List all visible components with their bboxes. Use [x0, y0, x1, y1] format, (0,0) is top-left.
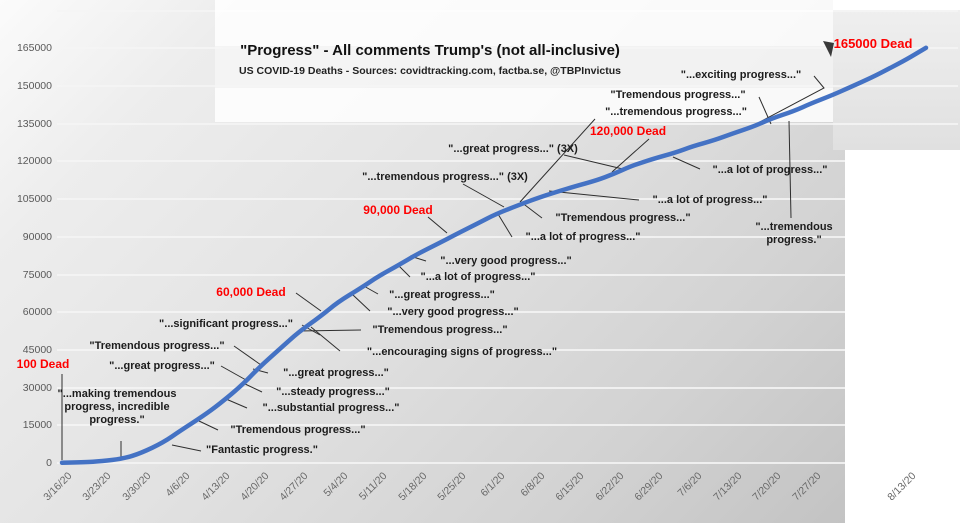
white-margin-top — [833, 0, 960, 10]
gridline — [57, 311, 845, 314]
annotation-quote: "...making tremendous progress, incredib… — [57, 388, 177, 426]
annotation-quote: "...encouraging signs of progress..." — [366, 346, 558, 358]
annotation-leader-line — [497, 213, 513, 238]
annotation-leader-line — [548, 190, 640, 201]
gridline — [57, 160, 845, 163]
annotation-milestone: 90,000 Dead — [363, 203, 433, 217]
y-tick-label: 90000 — [22, 230, 52, 243]
annotation-leader-line — [220, 365, 247, 381]
annotation-leader-line — [563, 154, 628, 171]
y-tick-label: 150000 — [16, 80, 52, 92]
chart-subtitle: US COVID-19 Deaths - Sources: covidtrack… — [239, 65, 621, 77]
annotation-quote: "...significant progress..." — [159, 318, 293, 330]
annotation-leader-line — [225, 398, 248, 409]
y-tick-label: 30000 — [22, 381, 52, 394]
annotation-leader-line — [672, 156, 701, 170]
annotation-quote: "...a lot of progress..." — [420, 271, 536, 283]
white-margin-right — [845, 150, 960, 523]
annotation-quote: "...great progress..." — [109, 360, 215, 372]
annotation-quote: "Fantastic progress." — [206, 444, 318, 456]
y-tick-label: 165000 — [16, 42, 52, 55]
annotation-leader-line — [233, 345, 262, 366]
annotation-leader-line — [298, 329, 362, 332]
annotation-quote: "...a lot of progress..." — [525, 231, 641, 243]
annotation-quote: "...steady progress..." — [276, 386, 390, 398]
annotation-quote: "...a lot of progress..." — [652, 194, 768, 206]
gridline — [57, 348, 845, 351]
chart-title: "Progress" - All comments Trump's (not a… — [240, 42, 620, 59]
annotation-leader-line — [352, 294, 371, 312]
annotation-leader-line — [198, 420, 219, 431]
annotation-leader-line — [462, 183, 505, 208]
annotation-quote: "Tremendous progress..." — [89, 340, 225, 352]
annotation-quote: "...tremendous progress..." — [605, 106, 747, 118]
annotation-quote: "...great progress..." (3X) — [448, 143, 578, 155]
annotation-quote: "Tremendous progress..." — [610, 89, 746, 101]
y-tick-label: 0 — [46, 457, 52, 469]
gridline — [57, 462, 845, 464]
annotation-leader-line — [738, 75, 825, 134]
y-tick-label: 105000 — [16, 193, 52, 206]
milestone-marker — [823, 41, 834, 57]
gridline — [57, 122, 958, 125]
annotation-quote: "...tremendous progress..." (3X) — [362, 171, 528, 183]
y-tick-label: 15000 — [22, 419, 52, 432]
annotation-milestone: 100 Dead — [16, 357, 70, 371]
y-tick-label: 135000 — [16, 117, 52, 130]
annotation-quote: "...exciting progress..." — [680, 69, 802, 81]
annotation-quote: "...very good progress..." — [440, 255, 572, 267]
annotation-quote: "Tremendous progress..." — [555, 212, 691, 224]
annotation-quote: "...a lot of progress..." — [712, 164, 828, 176]
y-tick-label: 75000 — [22, 268, 52, 281]
y-tick-label: 60000 — [22, 306, 52, 319]
annotation-leader-line — [242, 382, 263, 393]
annotation-milestone: 60,000 Dead — [216, 285, 286, 299]
annotation-leader-line — [611, 138, 650, 173]
gridline — [57, 273, 845, 276]
annotation-quote: "Tremendous progress..." — [230, 424, 366, 436]
y-tick-label: 45000 — [22, 343, 52, 356]
chart-background-top-right — [833, 10, 960, 150]
annotation-milestone: 120,000 Dead — [589, 124, 667, 138]
title-panel — [215, 0, 833, 122]
annotation-quote: "...tremendous progress." — [755, 221, 833, 246]
gridline — [57, 424, 845, 427]
annotation-quote: "...great progress..." — [389, 289, 495, 301]
annotation-leader-line — [519, 118, 596, 203]
annotation-leader-line — [788, 120, 792, 219]
annotation-leader-line — [295, 292, 322, 312]
deaths-line — [59, 45, 929, 465]
annotation-quote: "...great progress..." — [283, 367, 389, 379]
annotation-leader-line — [427, 216, 448, 234]
annotation-milestone: 165000 Dead — [833, 36, 913, 51]
annotation-quote: "...very good progress..." — [387, 306, 519, 318]
annotation-leader-line — [171, 444, 202, 452]
annotation-quote: "Tremendous progress..." — [372, 324, 508, 336]
gridline — [57, 386, 845, 389]
gridline — [57, 198, 845, 201]
annotation-quote: "...substantial progress..." — [262, 402, 400, 414]
y-tick-label: 120000 — [16, 155, 52, 168]
